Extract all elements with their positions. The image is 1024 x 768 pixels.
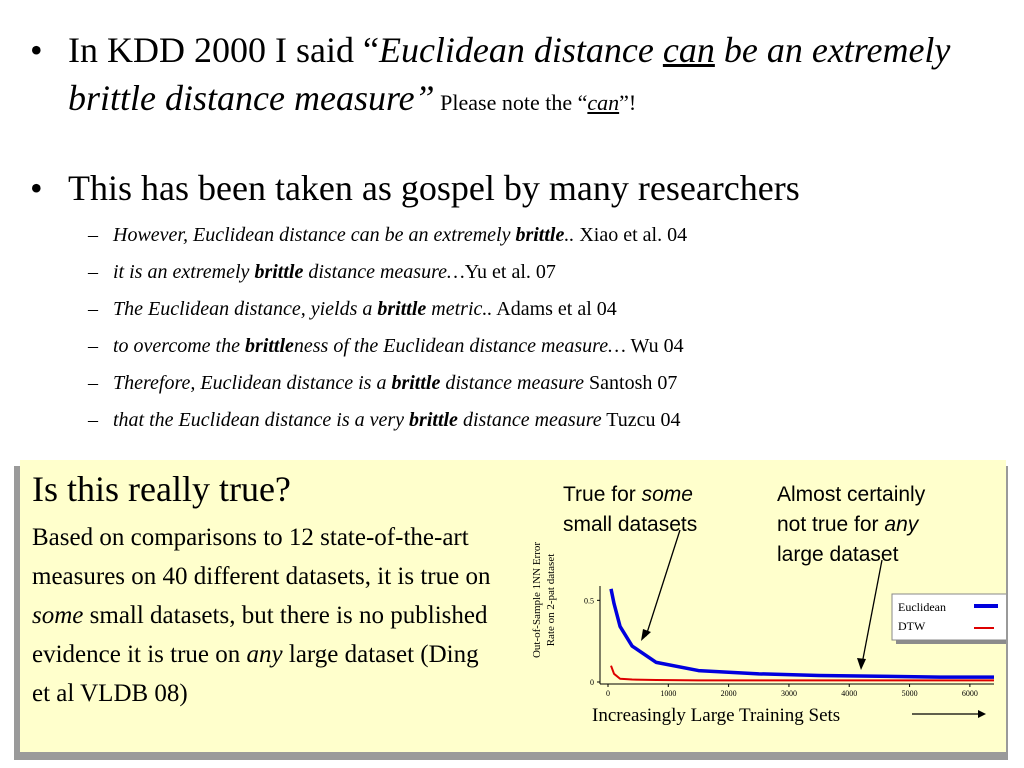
body-em-any: any — [246, 641, 283, 668]
x-tick-label: 5000 — [902, 689, 918, 698]
quote-text: distance measure — [440, 372, 585, 394]
quote-text: The Euclidean distance, yields a — [113, 298, 378, 320]
series-line-dtw — [610, 665, 994, 682]
note-can: can — [587, 90, 620, 115]
box-body: Based on comparisons to 12 state-of-the-… — [32, 518, 502, 713]
annotation-text: large dataset — [777, 543, 899, 566]
y-tick-label: 0.5 — [584, 596, 594, 605]
quote-text: that the Euclidean distance is a very — [113, 409, 410, 431]
quote-text: to overcome the — [113, 335, 245, 357]
body-text: large dataset (Ding et al VLDB 08) — [32, 641, 479, 707]
quote-bold: brittle — [254, 261, 304, 283]
quote-text: distance measure — [457, 409, 602, 431]
annotation-arrow-small — [645, 529, 681, 637]
quote-bold: brittle — [391, 372, 441, 394]
annotation-em: some — [641, 483, 693, 506]
annotation-large-dataset: Almost certainly not true for any large … — [777, 480, 925, 570]
x-tick-label: 1000 — [660, 689, 676, 698]
bullet-prefix: In KDD 2000 I said “ — [68, 30, 379, 70]
annotation-text: True for — [563, 483, 642, 506]
quote-text: ness of the Euclidean distance measure… — [293, 335, 626, 357]
error-rate-chart: 0 1000 2000 3000 4000 5000 6000 00.5 Out-of-Sa… — [531, 529, 1006, 726]
x-tick-label: 6000 — [962, 689, 978, 698]
y-axis-label-line2: Rate on 2-pat dataset — [545, 554, 557, 647]
bullet-text: In KDD 2000 I said “Euclidean distance c… — [68, 26, 1010, 127]
question-box: Is this really true? Based on comparison… — [20, 460, 1006, 752]
x-tick-label: 3000 — [781, 689, 797, 698]
quote-can: can — [662, 30, 715, 70]
quote-bold: brittle — [377, 298, 427, 320]
annotation-text: Almost certainly — [777, 483, 926, 506]
dash: – — [88, 372, 98, 394]
y-axis-label-line1: Out-of-Sample 1NN Error — [531, 542, 543, 658]
annotation-arrowhead-large — [857, 658, 866, 670]
x-direction-arrowhead — [978, 710, 986, 718]
citation: Santosh 07 — [584, 372, 678, 394]
bullet-dot: • — [30, 168, 43, 208]
bullet-dot: • — [30, 30, 43, 70]
quote-text: Therefore, Euclidean distance is a — [113, 372, 392, 394]
annotation-text: not true for — [777, 513, 885, 536]
quote-text: distance measure… — [303, 261, 465, 283]
body-text: Based on comparisons to 12 state-of-the-… — [32, 524, 491, 590]
dash: – — [88, 261, 98, 283]
box-title: Is this really true? — [32, 469, 291, 509]
x-axis-label: Increasingly Large Training Sets — [592, 705, 840, 726]
body-text: small datasets, but there is no publishe… — [32, 602, 488, 668]
annotation-em: any — [884, 513, 919, 536]
x-tick-label: 4000 — [841, 689, 857, 698]
dash: – — [88, 409, 98, 431]
series-lines — [609, 588, 994, 682]
body-em-some: some — [32, 602, 84, 629]
annotation-text: small datasets — [563, 513, 698, 536]
dash: – — [88, 335, 98, 357]
citation: Adams et al 04 — [492, 298, 617, 320]
legend-box — [891, 593, 1006, 641]
bullet-kdd-quote: • In KDD 2000 I said “Euclidean distance… — [30, 26, 1010, 126]
x-tick-label: 0 — [606, 689, 610, 698]
quote-part-1: Euclidean distance — [378, 30, 663, 70]
quote-bold: brittle — [409, 409, 458, 431]
y-tick-label: 0 — [590, 678, 594, 687]
x-ticks: 0 1000 2000 3000 4000 5000 6000 — [606, 684, 978, 698]
quote-bold: brittle — [244, 335, 294, 357]
citation: Yu et al. 07 — [464, 261, 556, 283]
bullet-gospel: • This has been taken as gospel by many … — [30, 164, 1010, 212]
legend-label-euclidean: Euclidean — [898, 600, 946, 614]
annotation-arrow-large — [861, 559, 883, 665]
quote-text: However, Euclidean distance can be an ex… — [113, 224, 516, 246]
quote-text: .. — [564, 224, 575, 246]
legend-label-dtw: DTW — [898, 619, 926, 633]
series-line-euclidean — [609, 588, 994, 679]
dash: – — [88, 298, 98, 320]
quote-bold: brittle — [515, 224, 565, 246]
note-post: ”! — [619, 90, 637, 115]
quote-part-2: be an extremely brittle distance measure… — [68, 30, 951, 118]
annotation-arrowhead-small — [641, 629, 651, 641]
citation: Wu 04 — [625, 335, 684, 357]
y-ticks: 00.5 — [584, 596, 600, 687]
quote-text: it is an extremely — [113, 261, 255, 283]
bullet-text: This has been taken as gospel by many re… — [68, 168, 800, 208]
chart-axes — [599, 586, 994, 685]
citation: Tuzcu 04 — [601, 409, 681, 431]
note-pre: Please note the “ — [434, 90, 588, 115]
quote-text: metric.. — [426, 298, 493, 320]
dash: – — [88, 224, 98, 246]
x-tick-label: 2000 — [721, 689, 737, 698]
citation: Xiao et al. 04 — [574, 224, 688, 246]
annotation-small-datasets: True for some small datasets — [563, 480, 697, 540]
